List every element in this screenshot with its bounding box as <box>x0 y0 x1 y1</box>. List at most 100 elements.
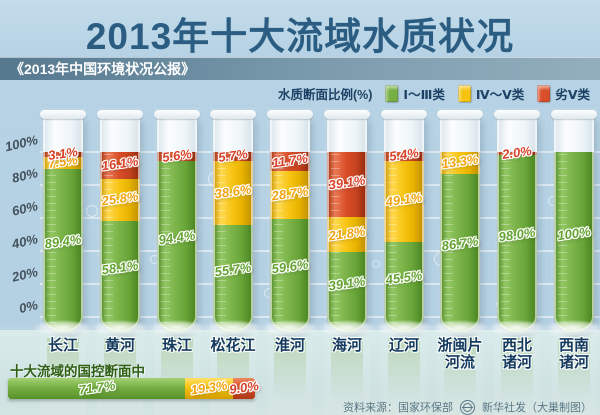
graduation-marks <box>558 154 567 327</box>
tube-6: 39.1% 21.8% 39.1% <box>324 110 370 332</box>
y-axis-tick: 20% <box>10 264 40 285</box>
legend-title: 水质断面比例(%) <box>277 88 373 102</box>
graduation-marks <box>47 154 56 327</box>
bubble-decoration <box>86 205 98 217</box>
summary-bar: 71.7% 19.3% 9.0% <box>8 377 260 399</box>
graduation-marks <box>161 154 170 327</box>
wave-highlight <box>203 320 263 336</box>
category-label: 长江 <box>47 337 78 354</box>
segment-class1-3 <box>100 221 140 332</box>
bubble-decoration <box>372 260 380 268</box>
tube-rim <box>40 110 86 119</box>
tube-rim <box>551 110 597 119</box>
wave-highlight <box>33 320 93 336</box>
wave-highlight <box>317 320 377 336</box>
segment-inferior-5 <box>43 152 83 158</box>
legend-item-inferior: 劣Ⅴ类 <box>537 84 590 103</box>
tube-glass-empty <box>440 113 480 154</box>
tube-9: 98.0% 2.0% <box>494 110 540 332</box>
credit-label: 新华社发（大巢制图） <box>482 402 592 414</box>
tube-reflection <box>274 338 306 400</box>
graduation-marks <box>274 154 283 327</box>
page-title: 2013年十大流域水质状况 <box>85 16 515 57</box>
tube-5: 59.6% 28.7% 11.7% <box>267 110 313 332</box>
category-label: 松花江 <box>210 337 256 354</box>
segment-inferior-5 <box>270 152 310 172</box>
segment-class1-3 <box>384 241 424 332</box>
tube-glass-empty <box>157 113 197 154</box>
tube-reflection <box>331 338 363 400</box>
tube-rim <box>97 110 143 119</box>
category-label: 海河 <box>331 337 362 354</box>
reflection-band <box>0 330 600 415</box>
category-label: 珠江 <box>161 337 192 354</box>
red-swatch-icon <box>537 85 551 102</box>
green-swatch-icon <box>385 85 399 102</box>
tube-glass-empty <box>270 113 310 154</box>
segment-class4-5 <box>440 152 480 174</box>
tube-rim <box>210 110 256 119</box>
tube-rim <box>437 110 483 119</box>
y-axis-tick: 0% <box>17 297 40 316</box>
category-label: 浙闽片 河流 <box>437 337 483 371</box>
segment-inferior-5 <box>384 152 424 161</box>
legend-item-class1: Ⅰ～Ⅲ类 <box>385 84 445 103</box>
tube-glass-empty <box>327 113 367 154</box>
tube-glass-empty <box>384 113 424 154</box>
tube-reflection <box>558 338 590 400</box>
gridline <box>40 316 600 318</box>
category-label: 辽河 <box>388 337 419 354</box>
category-label: 黄河 <box>104 337 135 354</box>
segment-class4-5 <box>327 216 367 253</box>
legend-label-inferior: 劣Ⅴ类 <box>555 88 590 102</box>
category-label: 西北 诸河 <box>501 337 532 371</box>
segment-class1-3 <box>43 169 83 332</box>
tube-reflection <box>444 338 476 400</box>
graduation-marks <box>217 154 226 327</box>
summary-value-label: 71.7% <box>77 377 116 398</box>
tube-1: 89.4% 7.5% 3.1% <box>40 110 86 332</box>
graduation-marks <box>388 154 397 327</box>
tube-4: 55.7% 38.6% 5.7% <box>210 110 256 332</box>
segment-class4-5 <box>270 171 310 219</box>
graduation-marks <box>444 154 453 327</box>
tube-glass-empty <box>554 113 594 154</box>
segment-class4-5 <box>384 160 424 242</box>
tube-rim <box>381 110 427 119</box>
tube-reflection <box>501 338 533 400</box>
segment-class1-3 <box>554 152 594 332</box>
legend-item-class4: Ⅳ～Ⅴ类 <box>457 84 525 103</box>
segment-class1-3 <box>497 155 537 332</box>
legend-label-class4: Ⅳ～Ⅴ类 <box>475 88 525 102</box>
graduation-marks <box>331 154 340 327</box>
gridline <box>40 217 600 219</box>
segment-class4-5 <box>213 161 253 226</box>
summary-segment-2: 19.3% <box>185 378 233 399</box>
wave-highlight <box>147 320 207 336</box>
subtitle-text: 《2013年中国环境状况公报》 <box>10 61 196 77</box>
source-row: 资料来源：国家环保部 新华社发（大巢制图） <box>343 399 592 415</box>
gridline <box>40 250 600 252</box>
segment-class1-3 <box>157 161 197 332</box>
segment-class1-3 <box>327 252 367 332</box>
graduation-marks <box>501 154 510 327</box>
yellow-swatch-icon <box>457 85 471 102</box>
segment-class4-5 <box>43 157 83 170</box>
tube-glass-empty <box>497 113 537 154</box>
segment-inferior-5 <box>497 152 537 156</box>
wave-highlight <box>544 320 600 336</box>
gridline <box>40 151 600 153</box>
segment-inferior-5 <box>327 152 367 217</box>
source-label: 资料来源：国家环保部 <box>343 402 453 414</box>
tube-glass-empty <box>43 113 83 154</box>
tube-10: 100% <box>551 110 597 332</box>
summary-value-label: 9.0% <box>228 378 260 397</box>
gridline <box>40 283 600 285</box>
tube-rim <box>324 110 370 119</box>
graduation-marks <box>104 154 113 327</box>
segment-inferior-5 <box>100 152 140 179</box>
tube-2: 58.1% 25.8% 16.1% <box>97 110 143 332</box>
category-label: 淮河 <box>274 337 305 354</box>
